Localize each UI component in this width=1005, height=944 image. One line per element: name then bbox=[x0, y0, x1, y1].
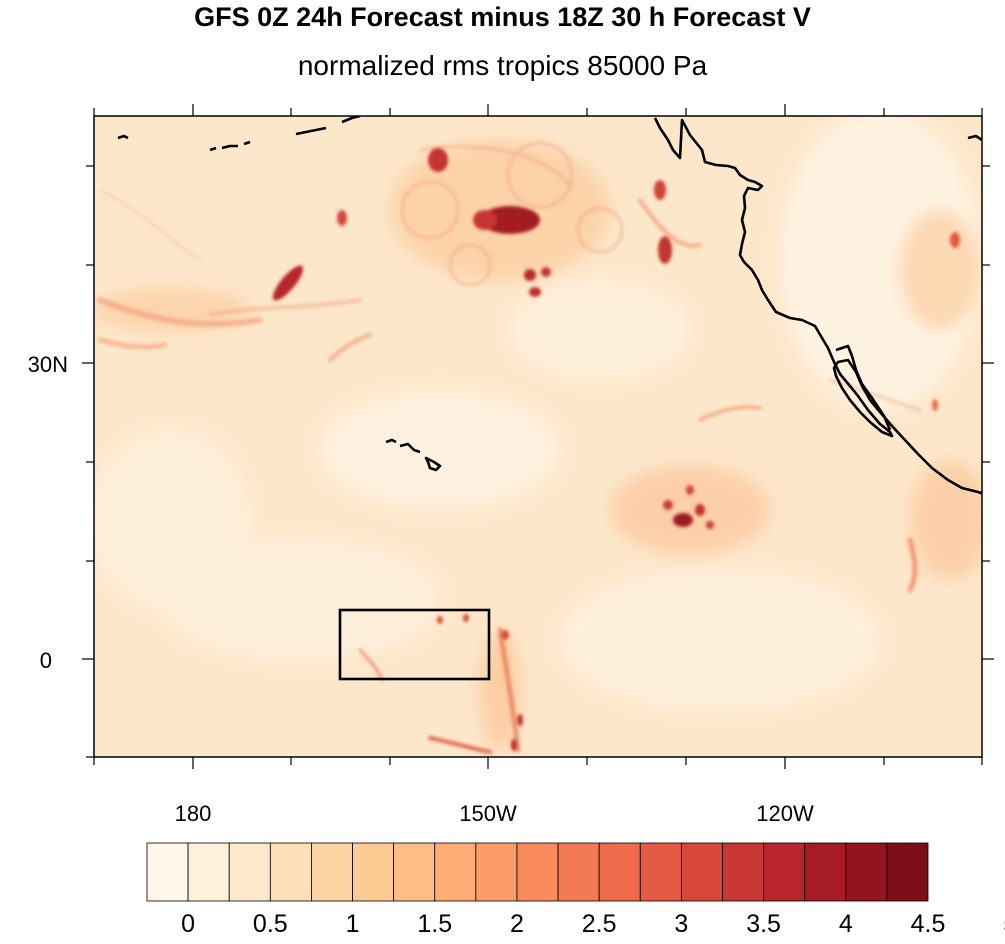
baja-gulf-outline bbox=[835, 344, 892, 431]
colorbar-swatch bbox=[228, 842, 271, 902]
colorbar-swatch bbox=[845, 842, 888, 902]
colorbar-label: 2 bbox=[510, 910, 524, 938]
colorbar-swatch bbox=[516, 842, 559, 902]
axis-ticks bbox=[82, 104, 994, 769]
high-value-blobs bbox=[272, 148, 960, 751]
low-value-regions bbox=[94, 116, 980, 710]
colorbar-label: 4.5 bbox=[911, 910, 946, 938]
streak-features bbox=[97, 144, 922, 754]
ring-features bbox=[401, 142, 623, 286]
hawaii-island-1 bbox=[385, 438, 397, 444]
aleutian-2 bbox=[209, 146, 217, 152]
hudson-corner bbox=[967, 134, 982, 142]
colorbar-label: 2.5 bbox=[582, 910, 617, 938]
colorbar-swatch bbox=[557, 842, 600, 902]
x-tick-label-120w: 120W bbox=[756, 801, 814, 826]
colorbar-label: 0.5 bbox=[253, 910, 288, 938]
colorbar-swatch bbox=[763, 842, 806, 902]
colorbar-swatch bbox=[187, 842, 230, 902]
colorbar-swatch bbox=[393, 842, 436, 902]
aleutian-5 bbox=[295, 126, 327, 136]
colorbar-swatch bbox=[269, 842, 312, 902]
colorbar-label: 3.5 bbox=[746, 910, 781, 938]
colorbar-swatch bbox=[352, 842, 395, 902]
y-tick-label-30n: 30N bbox=[28, 352, 68, 377]
aleutian-1 bbox=[117, 134, 129, 140]
coastlines bbox=[117, 116, 982, 495]
colorbar-label: 1.5 bbox=[417, 910, 452, 938]
x-tick-label-180: 180 bbox=[175, 801, 212, 826]
rms-field bbox=[94, 116, 982, 757]
y-tick-label-0: 0 bbox=[40, 648, 52, 673]
aleutian-3 bbox=[221, 144, 238, 150]
colorbar-swatch bbox=[311, 842, 353, 902]
colorbar-swatch bbox=[598, 842, 641, 902]
colorbar-swatch bbox=[804, 842, 847, 902]
plot-border bbox=[93, 115, 983, 758]
colorbar-swatch bbox=[146, 842, 189, 902]
hawaii-island-2 bbox=[399, 442, 421, 454]
colorbar-swatch bbox=[680, 842, 723, 902]
hawaii-island-big bbox=[424, 456, 442, 472]
x-tick-label-150w: 150W bbox=[459, 801, 517, 826]
colorbar-label: 4 bbox=[839, 910, 853, 938]
colorbar-label: 0 bbox=[181, 910, 195, 938]
colorbar-label: 5 bbox=[1003, 910, 1005, 938]
colorbar-swatch bbox=[886, 842, 929, 902]
colorbar-swatch bbox=[434, 842, 477, 902]
colorbar-swatch bbox=[639, 842, 682, 902]
aleutian-4 bbox=[243, 140, 251, 146]
colorbar-swatch bbox=[722, 842, 764, 902]
colorbar: 0 0.5 1 1.5 2 2.5 3 3.5 4 4.5 5 bbox=[146, 842, 1005, 938]
colorbar-label: 3 bbox=[674, 910, 688, 938]
chart-subtitle: normalized rms tropics 85000 Pa bbox=[297, 50, 708, 81]
highlight-box bbox=[338, 608, 491, 681]
colorbar-swatch bbox=[475, 842, 518, 902]
chart-title: GFS 0Z 24h Forecast minus 18Z 30 h Forec… bbox=[194, 2, 811, 32]
colorbar-label: 1 bbox=[346, 910, 360, 938]
